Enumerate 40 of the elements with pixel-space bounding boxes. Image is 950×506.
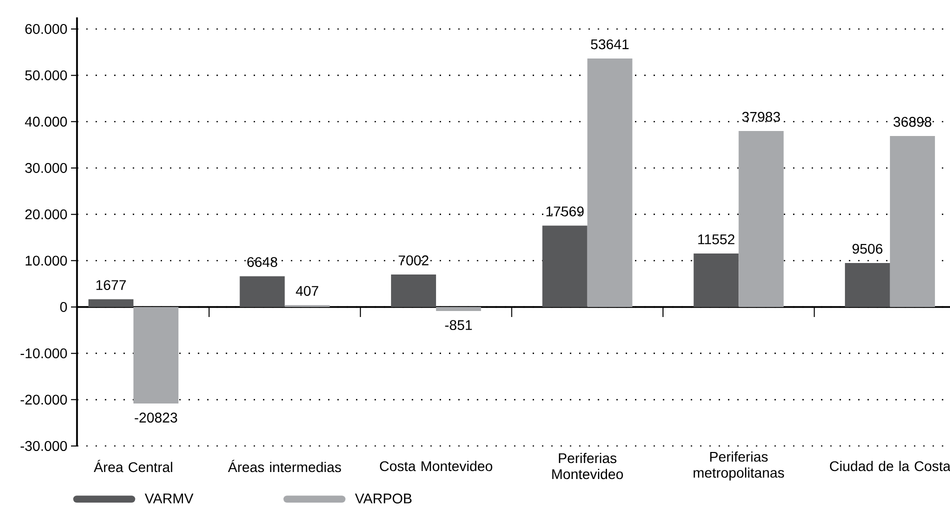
bar — [738, 130, 784, 307]
y-tick-label: 10.000 — [26, 256, 67, 266]
bar — [844, 262, 890, 307]
x-tick-label: Área Central — [94, 460, 172, 472]
y-tick-label: 30.000 — [25, 163, 67, 173]
legend-label: VARPOB — [355, 494, 412, 504]
data-label: -20823 — [134, 412, 178, 423]
y-tick-label: 40.000 — [24, 116, 67, 127]
bar — [436, 306, 482, 311]
bar — [587, 58, 632, 307]
y-tick-label: -30.000 — [20, 441, 67, 451]
data-label: 9506 — [852, 244, 882, 254]
data-label: 17569 — [546, 206, 584, 216]
y-tick-label: 0 — [60, 302, 67, 312]
bar — [133, 306, 178, 404]
bar — [890, 136, 935, 307]
x-tick-label: Periferias metropolitanas — [694, 451, 784, 481]
x-tick-label: Periferias Montevideo — [552, 452, 623, 480]
bar — [391, 274, 436, 307]
y-tick-label: -10.000 — [20, 348, 67, 358]
bar — [88, 299, 134, 307]
bar — [542, 226, 588, 307]
x-tick-label: Costa Montevideo — [380, 460, 492, 472]
data-label: 6648 — [247, 257, 278, 267]
data-label: 11552 — [698, 234, 734, 244]
y-tick-label: 60.000 — [25, 24, 67, 34]
data-label: -851 — [445, 320, 472, 330]
x-tick-label: Áreas intermedias — [228, 460, 342, 472]
bar — [240, 276, 285, 307]
data-label: 53641 — [590, 39, 629, 50]
bar — [694, 253, 739, 307]
data-label: 7002 — [398, 255, 428, 266]
data-label: 1677 — [96, 280, 126, 290]
y-tick-label: 20.000 — [25, 209, 67, 220]
data-label: 36898 — [894, 116, 932, 127]
y-tick-label: 50.000 — [25, 70, 67, 80]
data-label: 407 — [296, 286, 318, 296]
y-tick-label: -20.000 — [20, 394, 67, 405]
data-label: 37983 — [742, 112, 780, 122]
legend-label: VARMV — [144, 494, 194, 504]
